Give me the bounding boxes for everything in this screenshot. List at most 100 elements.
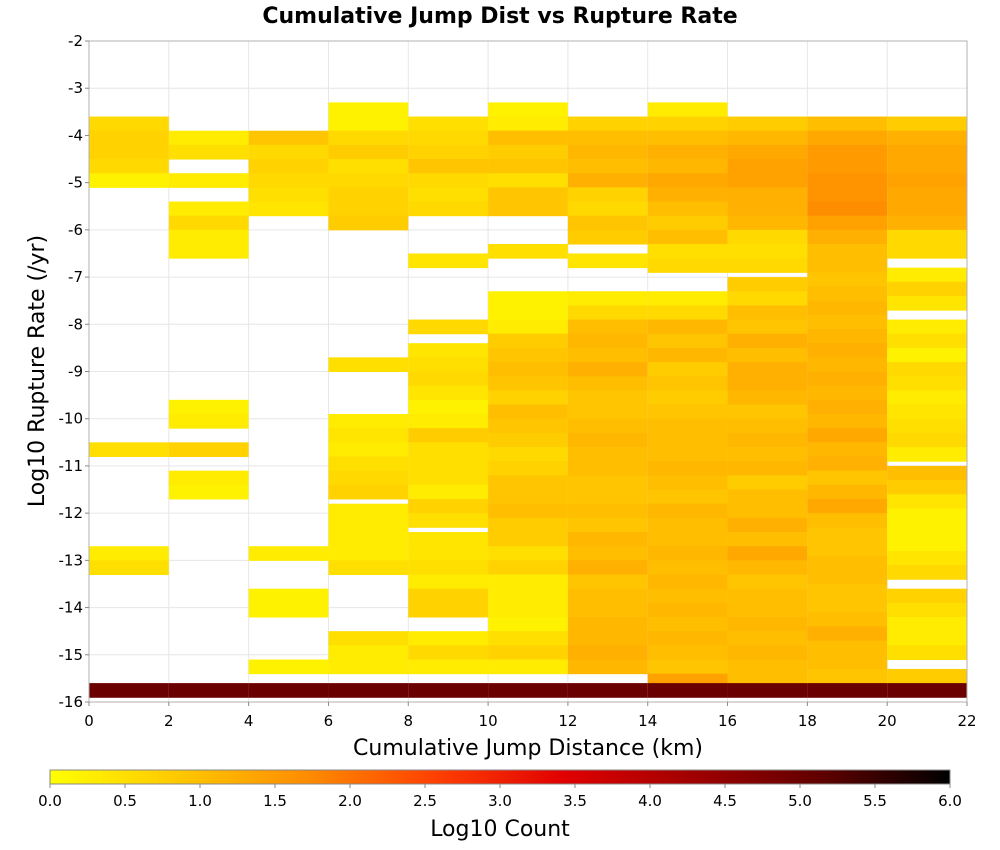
heatmap-cell <box>408 546 489 561</box>
heatmap-cell <box>328 130 409 146</box>
heatmap-cells <box>89 102 967 698</box>
y-tick-label: -3 <box>68 79 83 97</box>
heatmap-cell <box>807 626 888 642</box>
heatmap-cell <box>567 305 648 321</box>
heatmap-cell <box>408 130 489 146</box>
heatmap-cell <box>647 404 728 420</box>
x-tick-label: 18 <box>798 712 817 730</box>
heatmap-cell <box>408 116 489 132</box>
heatmap-cell <box>488 517 568 533</box>
colorbar-tick-label: 3.0 <box>488 792 512 810</box>
heatmap-cell <box>488 201 568 217</box>
y-tick-label: -4 <box>68 126 83 144</box>
heatmap-cell <box>248 201 329 217</box>
heatmap-cell <box>567 461 648 476</box>
heatmap-cell <box>807 612 888 627</box>
heatmap-cell <box>567 376 648 391</box>
heatmap-cell <box>328 428 409 443</box>
y-tick-label: -12 <box>59 504 84 522</box>
heatmap-cell <box>488 244 568 259</box>
y-tick-label: -2 <box>68 32 83 50</box>
heatmap-cell <box>647 517 728 533</box>
heatmap-cell <box>887 201 967 217</box>
heatmap-cell <box>727 602 808 618</box>
heatmap-cell <box>647 475 728 491</box>
heatmap-cell <box>887 281 967 297</box>
colorbar-tick-label: 5.0 <box>788 792 812 810</box>
heatmap-cell <box>567 631 648 646</box>
heatmap-cell <box>408 159 489 174</box>
colorbar-tick-label: 4.0 <box>638 792 662 810</box>
heatmap-cell <box>807 215 888 231</box>
heatmap-cell <box>168 399 249 415</box>
heatmap-cell <box>647 305 728 321</box>
heatmap-cell <box>887 508 967 524</box>
heatmap-cell <box>807 527 888 542</box>
heatmap-cell <box>647 159 728 174</box>
heatmap-cell <box>488 173 568 188</box>
heatmap-cell <box>89 144 169 160</box>
heatmap-cell <box>408 513 489 528</box>
heatmap-cell <box>807 159 888 174</box>
heatmap-cell <box>488 532 568 547</box>
heatmap-cell <box>647 659 728 675</box>
heatmap-cell <box>408 385 489 401</box>
heatmap-cell <box>807 187 888 203</box>
heatmap-cell <box>567 645 648 661</box>
heatmap-cell <box>807 413 888 429</box>
heatmap-cell <box>647 187 728 203</box>
heatmap-cell <box>567 144 648 160</box>
heatmap-cell <box>408 442 489 457</box>
heatmap-cell <box>488 683 568 698</box>
heatmap-cell <box>727 291 808 306</box>
heatmap-cell <box>567 116 648 132</box>
heatmap-cell <box>887 295 967 311</box>
heatmap-cell <box>727 617 808 632</box>
heatmap-cell <box>567 201 648 217</box>
heatmap-cell <box>727 683 808 698</box>
heatmap-cell <box>488 319 568 335</box>
heatmap-cell <box>488 390 568 406</box>
heatmap-cell <box>887 390 967 406</box>
x-tick-label: 10 <box>479 712 498 730</box>
heatmap-cell <box>647 362 728 377</box>
y-tick-label: -8 <box>68 315 83 333</box>
heatmap-cell <box>647 683 728 698</box>
heatmap-cell <box>727 475 808 491</box>
heatmap-cell <box>567 390 648 406</box>
heatmap-cell <box>807 598 888 613</box>
heatmap-cell <box>488 560 568 576</box>
heatmap-cell <box>408 428 489 443</box>
heatmap-cell <box>408 470 489 486</box>
heatmap-cell <box>647 258 728 273</box>
heatmap-cell <box>647 291 728 306</box>
heatmap-cell <box>408 659 489 675</box>
y-tick-label: -13 <box>59 551 84 569</box>
heatmap-cell <box>408 631 489 646</box>
heatmap-cell <box>647 546 728 561</box>
x-tick-label: 6 <box>324 712 334 730</box>
heatmap-cell <box>887 447 967 462</box>
heatmap-cell <box>408 399 489 415</box>
heatmap-cell <box>328 532 409 547</box>
heatmap-cell <box>89 546 169 561</box>
y-tick-label: -6 <box>68 221 83 239</box>
y-tick-label: -5 <box>68 174 83 192</box>
heatmap-cell <box>887 617 967 632</box>
heatmap-cell <box>647 574 728 590</box>
heatmap-cell <box>727 258 808 273</box>
heatmap-cell <box>488 588 568 604</box>
heatmap-cell <box>807 116 888 132</box>
heatmap-cell <box>488 574 568 590</box>
heatmap-cell <box>567 215 648 231</box>
heatmap-cell <box>727 215 808 231</box>
heatmap-cell <box>887 404 967 420</box>
x-tick-label: 22 <box>957 712 976 730</box>
heatmap-cell <box>727 333 808 349</box>
heatmap-cell <box>727 130 808 146</box>
heatmap-cell <box>647 489 728 505</box>
x-axis-ticks: 0 2 4 6 8 10 12 14 16 18 20 22 <box>84 702 977 730</box>
heatmap-cell <box>328 187 409 203</box>
heatmap-cell <box>408 560 489 576</box>
